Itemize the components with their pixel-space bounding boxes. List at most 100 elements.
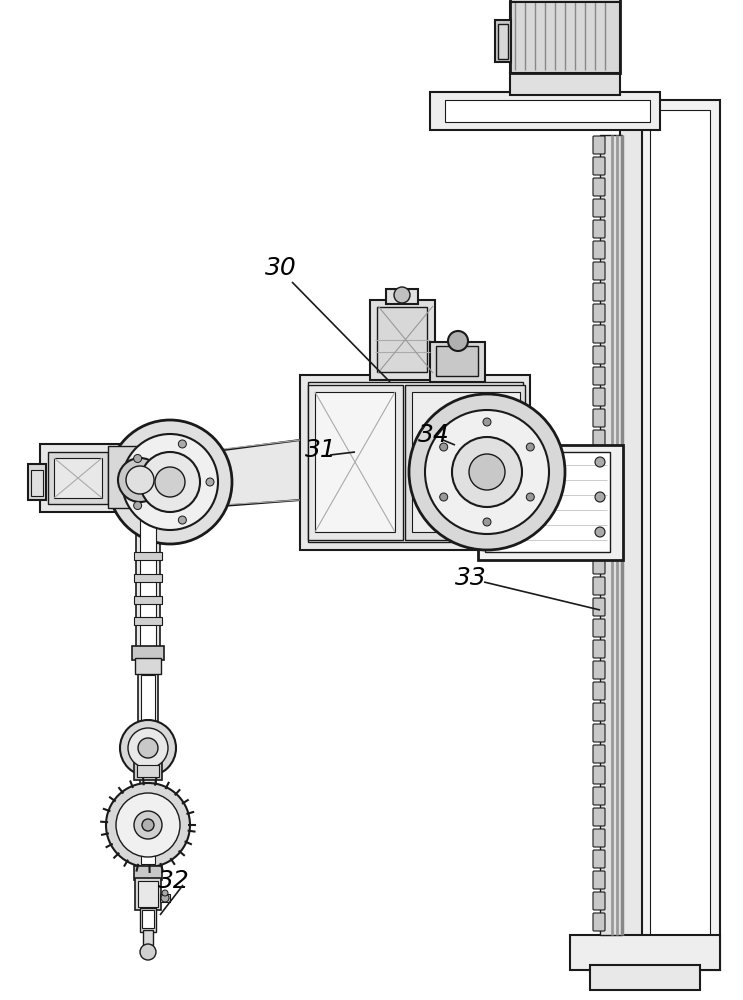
Bar <box>430 342 485 382</box>
Bar <box>140 778 156 812</box>
Circle shape <box>595 492 605 502</box>
Bar <box>315 392 395 532</box>
FancyBboxPatch shape <box>593 892 605 910</box>
Bar <box>134 617 162 625</box>
Bar <box>510 73 620 95</box>
Circle shape <box>122 434 218 530</box>
FancyBboxPatch shape <box>593 514 605 532</box>
Bar <box>600 135 622 935</box>
Circle shape <box>106 783 190 867</box>
Text: 33: 33 <box>455 566 487 590</box>
Text: 32: 32 <box>158 869 189 893</box>
Circle shape <box>134 454 142 462</box>
FancyBboxPatch shape <box>593 367 605 385</box>
Bar <box>138 881 158 907</box>
Circle shape <box>448 331 468 351</box>
Circle shape <box>142 819 154 831</box>
Circle shape <box>526 493 534 501</box>
FancyBboxPatch shape <box>593 220 605 238</box>
FancyBboxPatch shape <box>593 724 605 742</box>
Circle shape <box>425 410 549 534</box>
FancyBboxPatch shape <box>593 304 605 322</box>
Circle shape <box>134 811 162 839</box>
Circle shape <box>409 394 565 550</box>
Bar <box>140 516 156 646</box>
Bar <box>370 300 435 380</box>
FancyBboxPatch shape <box>593 640 605 658</box>
Bar <box>160 894 170 902</box>
Bar <box>436 346 478 376</box>
Text: 34: 34 <box>418 423 450 447</box>
Circle shape <box>440 493 448 501</box>
FancyBboxPatch shape <box>593 493 605 511</box>
Circle shape <box>128 728 168 768</box>
Bar <box>405 385 525 540</box>
FancyBboxPatch shape <box>593 619 605 637</box>
FancyBboxPatch shape <box>593 829 605 847</box>
Circle shape <box>469 454 505 490</box>
FancyBboxPatch shape <box>593 325 605 343</box>
Bar <box>445 100 650 122</box>
FancyBboxPatch shape <box>593 871 605 889</box>
Circle shape <box>452 437 522 507</box>
FancyBboxPatch shape <box>593 598 605 616</box>
Circle shape <box>126 466 154 494</box>
Bar <box>136 512 160 650</box>
Circle shape <box>120 720 176 776</box>
Bar <box>510 0 620 73</box>
Circle shape <box>118 458 162 502</box>
Bar <box>135 658 161 674</box>
FancyBboxPatch shape <box>593 745 605 763</box>
FancyBboxPatch shape <box>593 409 605 427</box>
Bar <box>140 908 156 932</box>
Bar <box>137 765 159 777</box>
FancyBboxPatch shape <box>593 430 605 448</box>
FancyBboxPatch shape <box>593 682 605 700</box>
Bar <box>570 935 720 970</box>
FancyBboxPatch shape <box>593 451 605 469</box>
Bar <box>495 20 511 62</box>
Bar <box>28 464 46 500</box>
Bar <box>108 446 173 508</box>
Polygon shape <box>170 440 300 510</box>
Bar <box>430 92 660 130</box>
Bar <box>143 930 153 945</box>
Bar <box>142 910 154 928</box>
FancyBboxPatch shape <box>593 157 605 175</box>
Bar <box>134 552 162 560</box>
Bar <box>478 445 623 560</box>
FancyBboxPatch shape <box>593 241 605 259</box>
Circle shape <box>595 527 605 537</box>
Circle shape <box>140 944 156 960</box>
Bar <box>134 596 162 604</box>
Circle shape <box>138 738 158 758</box>
Bar <box>590 965 700 990</box>
Bar <box>40 444 160 512</box>
Bar <box>498 24 508 59</box>
FancyBboxPatch shape <box>593 535 605 553</box>
Circle shape <box>394 287 410 303</box>
FancyBboxPatch shape <box>593 262 605 280</box>
Bar <box>141 675 155 727</box>
Bar <box>412 392 520 532</box>
Circle shape <box>206 478 214 486</box>
FancyBboxPatch shape <box>593 808 605 826</box>
Circle shape <box>155 467 185 497</box>
Bar <box>308 382 523 542</box>
FancyBboxPatch shape <box>593 346 605 364</box>
FancyBboxPatch shape <box>593 388 605 406</box>
Circle shape <box>108 420 232 544</box>
Bar <box>48 452 108 504</box>
Circle shape <box>483 418 491 426</box>
FancyBboxPatch shape <box>593 787 605 805</box>
FancyBboxPatch shape <box>593 850 605 868</box>
Circle shape <box>178 440 186 448</box>
Bar <box>141 830 155 864</box>
Bar <box>386 289 418 304</box>
Circle shape <box>116 793 180 857</box>
FancyBboxPatch shape <box>593 703 605 721</box>
Bar <box>132 646 164 660</box>
Circle shape <box>595 457 605 467</box>
FancyBboxPatch shape <box>593 556 605 574</box>
FancyBboxPatch shape <box>593 199 605 217</box>
